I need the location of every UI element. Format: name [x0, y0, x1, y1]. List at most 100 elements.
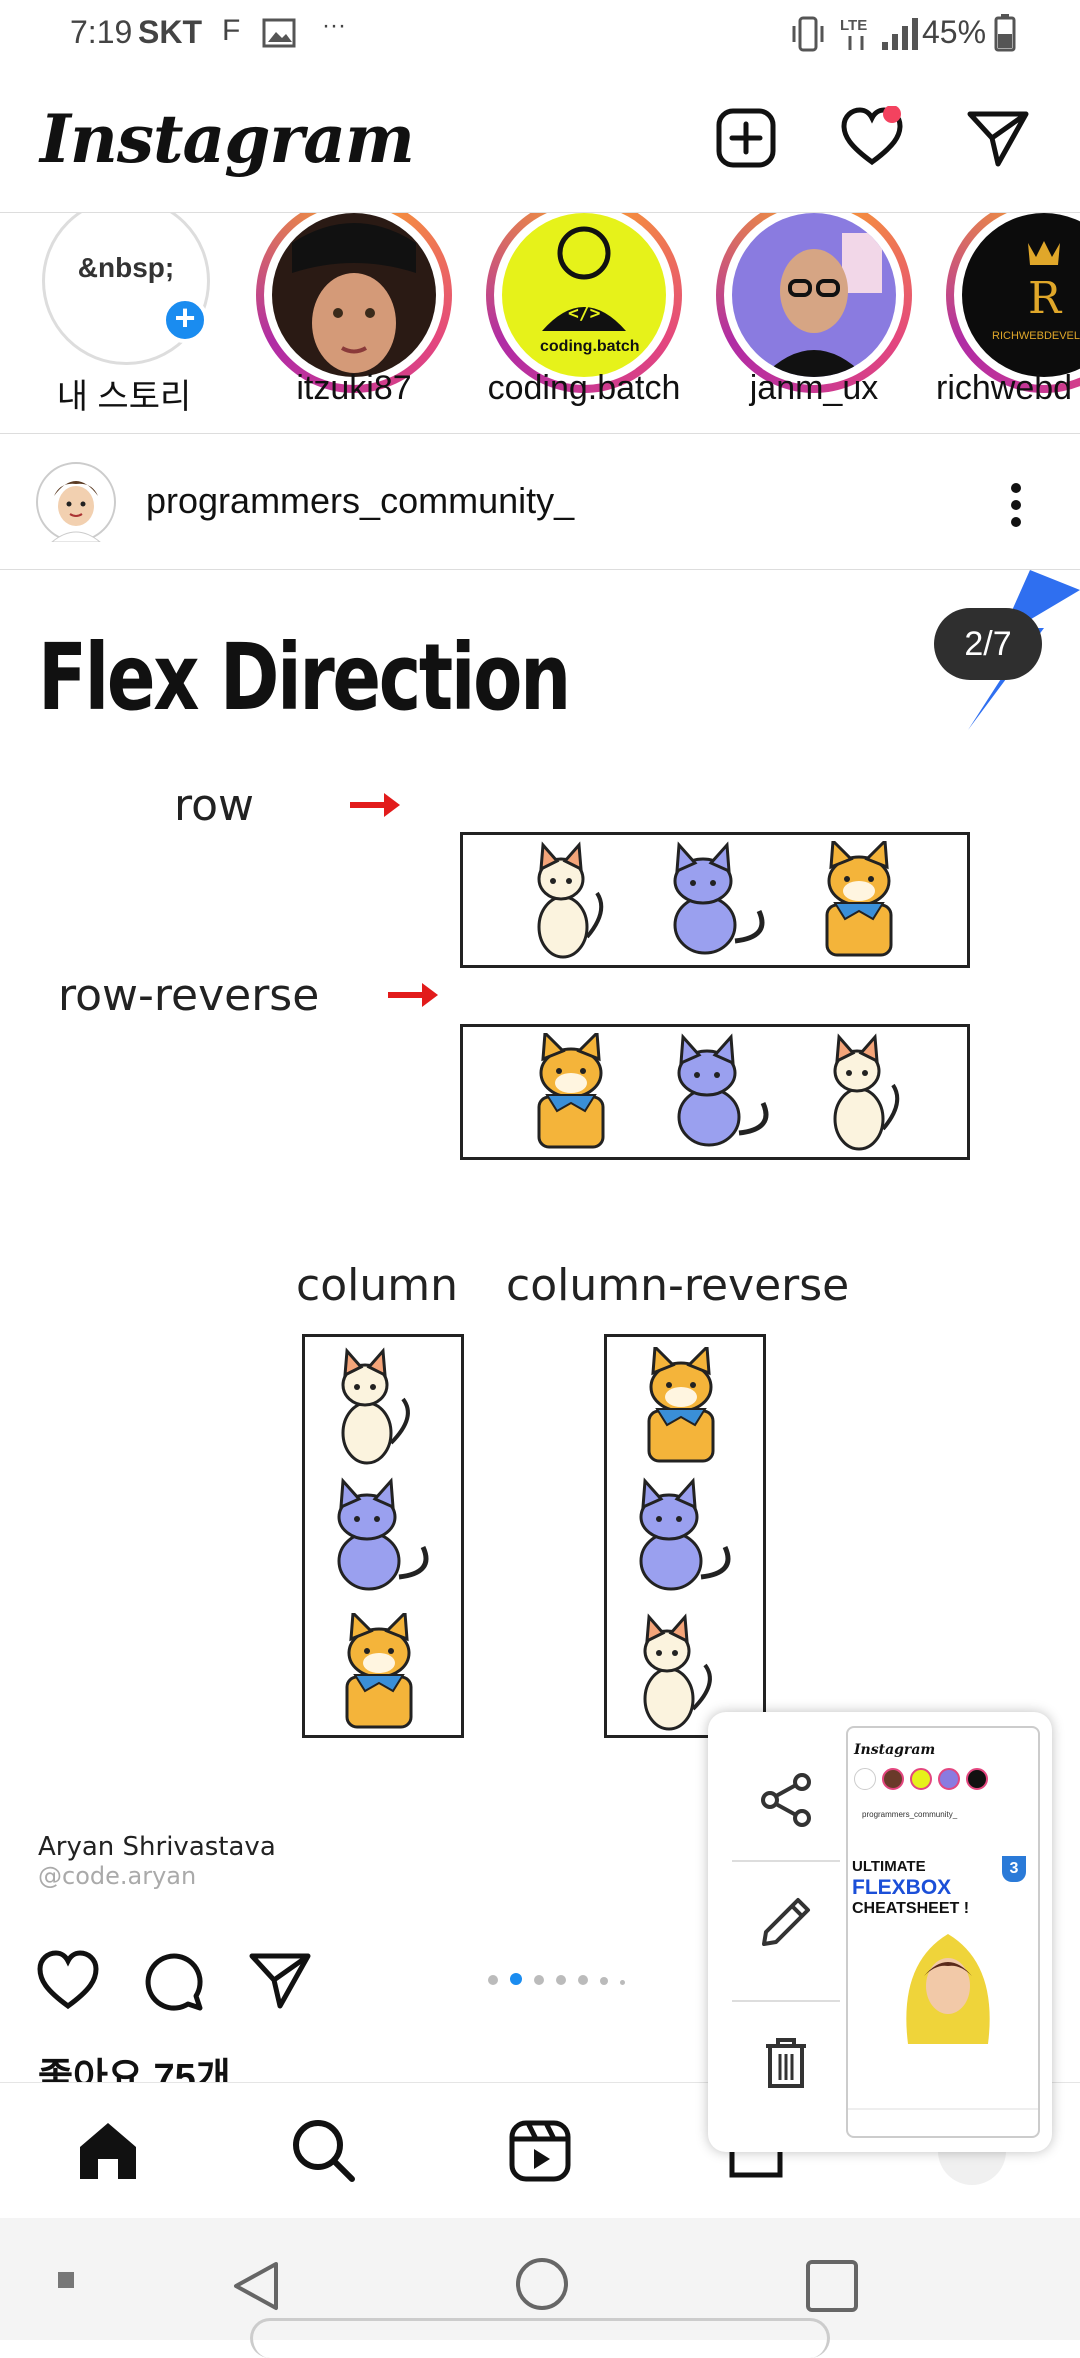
- carousel-dot-active: [510, 1973, 522, 1985]
- story-coding-batch[interactable]: </> coding.batch coding.batch: [484, 213, 684, 433]
- cream-cat-icon: [833, 1033, 900, 1151]
- carousel-counter: 2/7: [934, 608, 1042, 680]
- reels-icon[interactable]: [506, 2117, 574, 2185]
- direct-message-icon[interactable]: [966, 106, 1030, 170]
- notification-f-icon: F: [222, 14, 241, 47]
- shiba-dog-icon: [537, 1033, 605, 1149]
- edit-screenshot-button[interactable]: [732, 1864, 840, 1982]
- share-screenshot-button[interactable]: [732, 1742, 840, 1860]
- row-box: [460, 832, 970, 968]
- carousel-dot: [488, 1975, 498, 1985]
- thumb-line1: ULTIMATE: [852, 1858, 926, 1875]
- story-richwebd[interactable]: R RICHWEBDEVELO richwebd: [936, 213, 1080, 433]
- battery-icon: [994, 14, 1016, 52]
- search-icon[interactable]: [290, 2117, 358, 2185]
- row-reverse-label: row-reverse: [58, 970, 320, 1021]
- post-header: programmers_community_: [0, 434, 1080, 570]
- post-author-avatar[interactable]: [36, 462, 116, 542]
- post-username[interactable]: programmers_community_: [146, 480, 575, 521]
- more-notifications-icon: ···: [322, 12, 346, 39]
- add-story-icon[interactable]: +: [162, 297, 208, 343]
- battery-percent: 45%: [922, 14, 987, 50]
- like-heart-icon[interactable]: [36, 1948, 100, 2012]
- story-label: janm_ux: [749, 369, 879, 407]
- story-itzuki87[interactable]: itzuki87: [254, 213, 454, 433]
- back-icon[interactable]: [228, 2258, 284, 2314]
- thumb-line3: CHEATSHEET !: [852, 1900, 970, 1917]
- shiba-dog-icon: [825, 841, 893, 957]
- purple-cat-icon: [677, 1033, 769, 1147]
- purple-cat-icon: [639, 1477, 731, 1591]
- status-carrier: SKT: [138, 14, 202, 50]
- svg-text:</>: </>: [568, 303, 601, 324]
- carousel-dots: [488, 1972, 637, 1988]
- carousel-dot: [556, 1975, 566, 1985]
- story-label: itzuki87: [296, 369, 412, 407]
- row-reverse-box: [460, 1024, 970, 1160]
- share-send-icon[interactable]: [248, 1948, 312, 2012]
- status-bar: 7:19 SKT F ··· LTE 45%: [0, 0, 1080, 68]
- column-label: column: [296, 1260, 458, 1311]
- thumb-line2: FLEXBOX: [852, 1876, 952, 1899]
- shiba-dog-icon: [345, 1613, 413, 1729]
- screenshot-popup: Instagram programmers_community_ ULTIMAT…: [708, 1712, 1052, 2152]
- thumb-username: programmers_community_: [862, 1810, 958, 1819]
- story-badge-text: RICHWEBDEVELO: [992, 330, 1080, 342]
- carousel-dot: [534, 1975, 544, 1985]
- new-post-icon[interactable]: [714, 106, 778, 170]
- cream-cat-icon: [537, 841, 604, 959]
- css3-badge-icon: 3: [1002, 1856, 1026, 1882]
- avatar-placeholder-text: &nbsp;: [77, 252, 175, 283]
- system-navigation-bar: [0, 2218, 1080, 2358]
- story-avatar: </> coding.batch: [502, 213, 666, 377]
- cream-cat-icon: [643, 1613, 712, 1731]
- app-header: Instagram: [0, 68, 1080, 212]
- slide-title: Flex Direction: [38, 624, 571, 731]
- story-label: coding.batch: [487, 369, 681, 407]
- carousel-dot: [578, 1975, 588, 1985]
- stories-tray: &nbsp; + 내 스토리 itzuki87 </> coding.batch …: [0, 212, 1080, 434]
- share-icon: [761, 1773, 811, 1827]
- story-label: 내 스토리: [56, 378, 192, 416]
- story-badge-text: coding.batch: [540, 338, 640, 355]
- thumb-stories: [848, 1768, 1038, 1806]
- my-story-avatar: &nbsp;: [42, 213, 210, 365]
- comment-icon[interactable]: [142, 1948, 206, 2012]
- status-time: 7:19: [70, 14, 133, 50]
- screenshot-thumbnail[interactable]: Instagram programmers_community_ ULTIMAT…: [846, 1726, 1040, 2138]
- recents-dot-icon: [58, 2272, 74, 2288]
- instagram-logo[interactable]: Instagram: [40, 100, 415, 178]
- vibrate-icon: [792, 16, 824, 52]
- post-carousel-slide[interactable]: Flex Direction 2/7 row row-reverse colum…: [0, 570, 1080, 1900]
- home-button-icon[interactable]: [514, 2256, 570, 2312]
- story-janm-ux[interactable]: janm_ux: [714, 213, 914, 433]
- overview-icon[interactable]: [804, 2258, 860, 2314]
- story-my-story[interactable]: &nbsp; + 내 스토리: [24, 213, 224, 433]
- slide-author-name: Aryan Shrivastava: [38, 1832, 276, 1862]
- svg-text:LTE: LTE: [840, 17, 867, 34]
- home-icon[interactable]: [74, 2117, 142, 2185]
- thumb-character-image: [906, 1934, 990, 2044]
- popup-divider: [732, 2000, 840, 2002]
- column-reverse-box: [604, 1334, 766, 1738]
- shiba-dog-icon: [647, 1347, 715, 1463]
- column-reverse-label: column-reverse: [506, 1260, 850, 1311]
- row-arrow-icon: [350, 793, 400, 817]
- lte-icon: LTE: [840, 17, 867, 50]
- activity-heart-icon[interactable]: [840, 106, 904, 170]
- svg-text:R: R: [1028, 273, 1063, 324]
- cream-cat-icon: [341, 1347, 410, 1465]
- row-label: row: [174, 780, 255, 831]
- popup-divider: [732, 1860, 840, 1862]
- story-label: richwebd: [936, 369, 1073, 407]
- story-avatar: [732, 213, 896, 377]
- row-reverse-arrow-icon: [388, 983, 438, 1007]
- post-options-icon[interactable]: [1004, 480, 1028, 530]
- delete-screenshot-button[interactable]: [732, 2004, 840, 2122]
- trash-icon: [766, 2038, 806, 2088]
- purple-cat-icon: [673, 841, 765, 955]
- pencil-icon: [762, 1898, 810, 1946]
- story-avatar: [272, 213, 436, 377]
- purple-cat-icon: [337, 1477, 429, 1591]
- signal-icon: [882, 18, 918, 50]
